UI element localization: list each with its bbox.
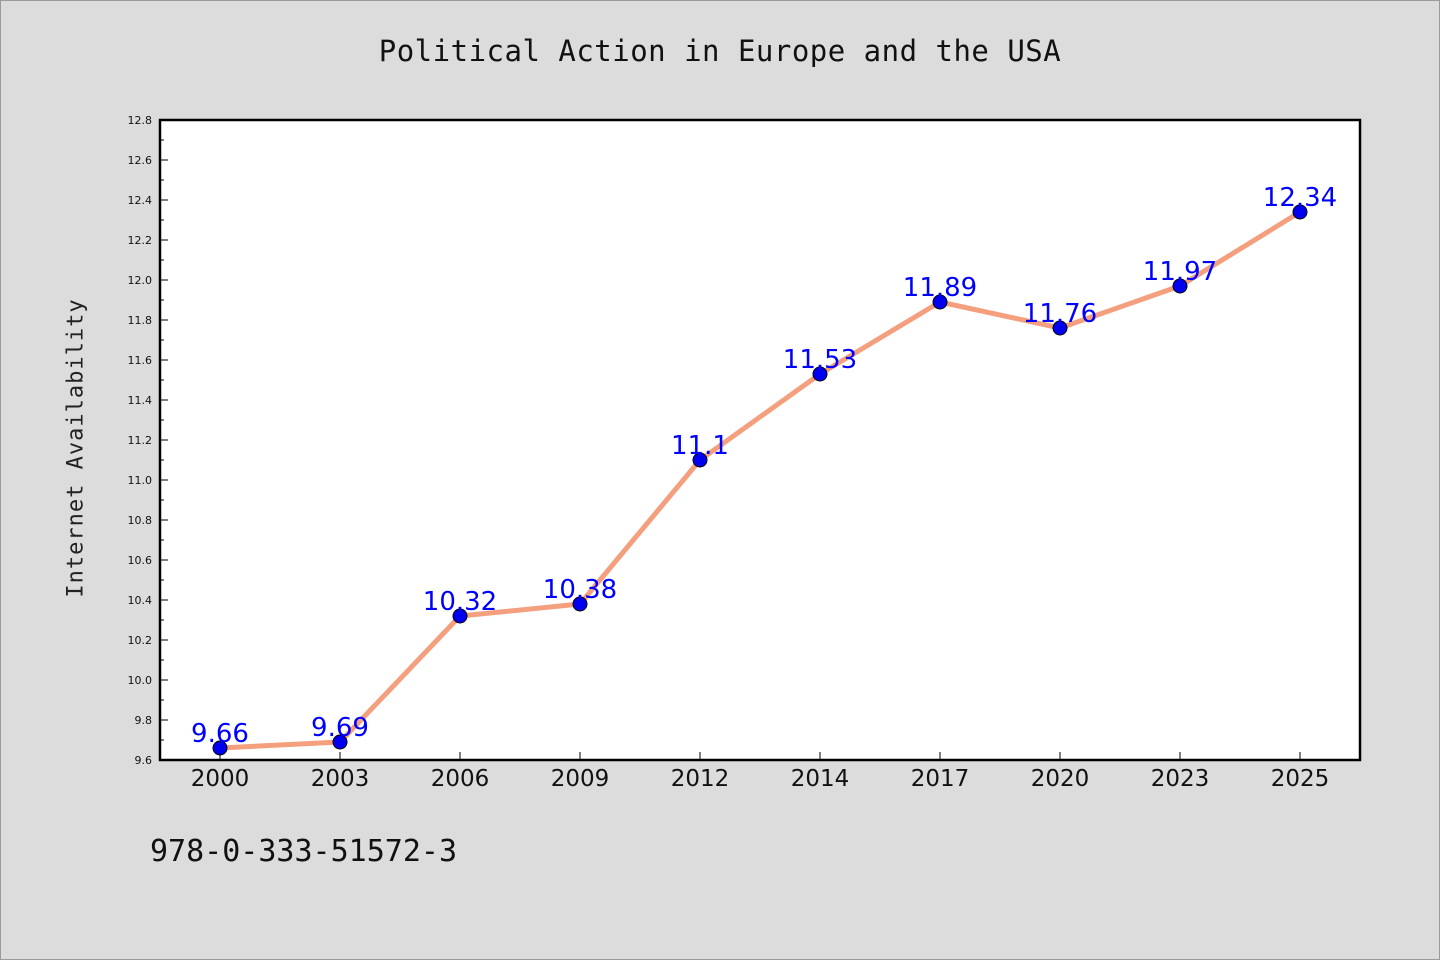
y-tick-label: 9.8 — [135, 714, 153, 727]
y-tick-label: 10.8 — [128, 514, 153, 527]
y-tick-label: 11.0 — [128, 474, 153, 487]
x-tick-label: 2025 — [1271, 766, 1330, 792]
x-tick-label: 2020 — [1031, 766, 1090, 792]
y-tick-label: 12.0 — [128, 274, 153, 287]
data-points — [212, 204, 1308, 756]
data-point — [1172, 278, 1188, 294]
y-axis-ticks: 9.6 9.8 10.0 10.2 10.4 10.6 10.8 11.0 11.2 11.4 11… — [128, 114, 168, 767]
series-line — [217, 209, 1303, 751]
y-tick-label: 11.8 — [128, 314, 153, 327]
data-point — [212, 740, 228, 756]
data-point — [812, 366, 828, 382]
y-tick-label: 10.2 — [128, 634, 153, 647]
x-tick-label: 2014 — [791, 766, 850, 792]
data-point — [332, 734, 348, 750]
data-label: 11.1 — [671, 431, 729, 461]
data-point — [1052, 320, 1068, 336]
data-label: 10.32 — [423, 587, 497, 617]
y-tick-label: 12.2 — [128, 234, 153, 247]
data-point — [1292, 204, 1308, 220]
data-label: 9.69 — [311, 713, 369, 743]
data-label: 9.66 — [191, 719, 249, 749]
data-point — [932, 294, 948, 310]
y-tick-label: 11.4 — [128, 394, 153, 407]
x-tick-label: 2023 — [1151, 766, 1210, 792]
chart-title: Political Action in Europe and the USA — [378, 34, 1062, 68]
x-tick-label: 2009 — [551, 766, 610, 792]
y-tick-label: 12.6 — [128, 154, 153, 167]
data-label: 11.76 — [1023, 299, 1097, 329]
plot-area — [158, 118, 1362, 762]
data-labels: 9.66 9.69 10.32 10.38 11.1 11.53 11.89 11.76 11.… — [191, 183, 1337, 749]
data-label: 10.38 — [543, 575, 617, 605]
y-tick-label: 10.0 — [128, 674, 153, 687]
data-point — [572, 596, 588, 612]
y-tick-label: 11.6 — [128, 354, 153, 367]
x-tick-label: 2017 — [911, 766, 970, 792]
x-tick-label: 2006 — [431, 766, 490, 792]
data-point — [452, 608, 468, 624]
y-tick-label: 11.2 — [128, 434, 153, 447]
x-tick-label: 2003 — [311, 766, 370, 792]
data-label: 11.89 — [903, 273, 977, 303]
data-label: 11.97 — [1143, 257, 1217, 287]
x-tick-label: 2012 — [671, 766, 730, 792]
y-tick-label: 10.6 — [128, 554, 153, 567]
y-tick-label: 9.6 — [135, 754, 153, 767]
x-tick-label: 2000 — [191, 766, 250, 792]
isbn-footnote: 978-0-333-51572-3 — [150, 834, 458, 869]
data-point — [692, 452, 708, 468]
y-tick-label: 10.4 — [128, 594, 153, 607]
x-axis-ticks: 2000 2003 2006 2009 2012 2014 2017 2020 2023 2025 — [191, 752, 1330, 792]
y-tick-label: 12.8 — [128, 114, 153, 127]
data-label: 11.53 — [783, 345, 857, 375]
y-tick-label: 12.4 — [128, 194, 153, 207]
data-label: 12.34 — [1263, 183, 1337, 213]
